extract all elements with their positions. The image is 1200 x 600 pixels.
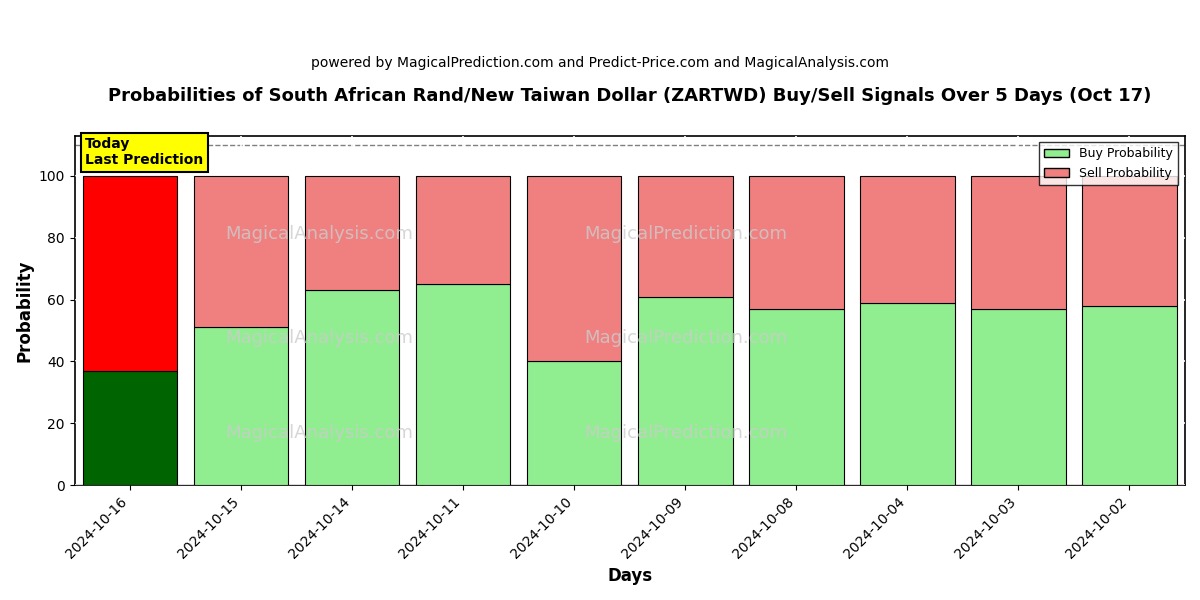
Bar <box>749 309 844 485</box>
Bar <box>194 328 288 485</box>
Text: Today
Last Prediction: Today Last Prediction <box>85 137 204 167</box>
Bar <box>83 176 178 371</box>
Text: MagicalPrediction.com: MagicalPrediction.com <box>584 424 787 442</box>
Bar <box>749 176 844 309</box>
Bar <box>416 176 510 284</box>
Bar <box>194 176 288 328</box>
Bar <box>638 296 732 485</box>
Bar <box>1082 176 1177 306</box>
Bar <box>527 176 622 361</box>
Bar <box>416 284 510 485</box>
Text: powered by MagicalPrediction.com and Predict-Price.com and MagicalAnalysis.com: powered by MagicalPrediction.com and Pre… <box>311 56 889 70</box>
Bar <box>971 309 1066 485</box>
Bar <box>860 176 955 303</box>
Text: MagicalAnalysis.com: MagicalAnalysis.com <box>224 424 413 442</box>
X-axis label: Days: Days <box>607 567 653 585</box>
Text: MagicalPrediction.com: MagicalPrediction.com <box>584 329 787 347</box>
Text: MagicalAnalysis.com: MagicalAnalysis.com <box>224 329 413 347</box>
Bar <box>83 371 178 485</box>
Bar <box>527 361 622 485</box>
Text: MagicalAnalysis.com: MagicalAnalysis.com <box>224 224 413 242</box>
Bar <box>1082 306 1177 485</box>
Bar <box>860 303 955 485</box>
Bar <box>305 290 400 485</box>
Bar <box>638 176 732 296</box>
Legend: Buy Probability, Sell Probability: Buy Probability, Sell Probability <box>1039 142 1177 185</box>
Bar <box>971 176 1066 309</box>
Bar <box>305 176 400 290</box>
Text: MagicalPrediction.com: MagicalPrediction.com <box>584 224 787 242</box>
Title: Probabilities of South African Rand/New Taiwan Dollar (ZARTWD) Buy/Sell Signals : Probabilities of South African Rand/New … <box>108 87 1152 105</box>
Y-axis label: Probability: Probability <box>16 259 34 362</box>
